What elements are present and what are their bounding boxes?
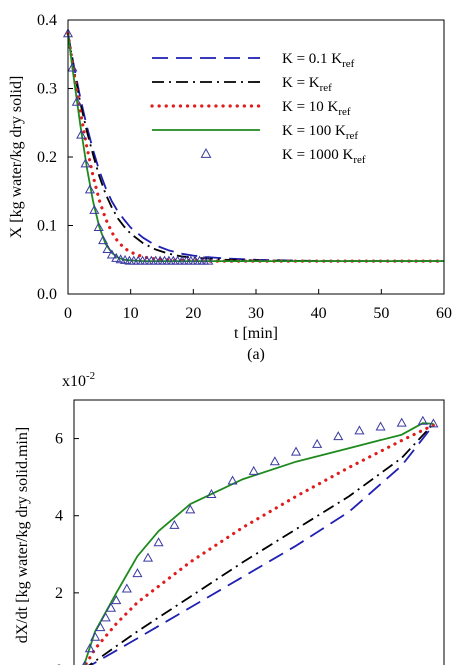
panel-b-series-4-point bbox=[105, 602, 117, 612]
panel-a-x-axis-title: t [min] bbox=[234, 325, 278, 342]
panel-a-series-4-point bbox=[98, 235, 109, 245]
panel-a-x-tick-label: 10 bbox=[123, 305, 139, 322]
panel-a-legend-entry-0-label-main: K = 0.1 K bbox=[282, 51, 342, 67]
panel-a-x-tick-label: 20 bbox=[185, 305, 201, 322]
panel-a-series-4-point bbox=[93, 222, 104, 232]
panel-a-legend-entry-1-label-main: K = K bbox=[282, 75, 320, 91]
panel-a-legend-entry-0-label: K = 0.1 Kref bbox=[282, 51, 355, 70]
panel-b-y-multiplier-exponent: -2 bbox=[86, 370, 95, 382]
panel-a-plot-frame bbox=[67, 19, 445, 295]
panel-b-plot-frame bbox=[73, 399, 445, 665]
panel-b-series-4-point bbox=[428, 418, 439, 428]
panel-a-x-tick-label: 0 bbox=[64, 305, 72, 322]
panel-a-x-tick-label: 60 bbox=[436, 305, 452, 322]
panel-b-series-4-point bbox=[269, 456, 280, 466]
panel-b-y-multiplier-base: x10 bbox=[62, 373, 86, 390]
panel-a-series-4-point bbox=[76, 129, 87, 139]
panel-b-series-4-point bbox=[169, 519, 180, 529]
panel-a-series-4-point bbox=[111, 252, 122, 262]
panel-b-series-4-point bbox=[206, 488, 217, 498]
panel-a-series-3-line bbox=[67, 33, 444, 263]
panel-b-series-4-point bbox=[375, 421, 386, 431]
panel-a-legend-entry-4-label-subscript: ref bbox=[353, 154, 366, 166]
panel-b-y-multiplier: x10-2 bbox=[62, 370, 95, 390]
panel-a-legend-entry-4-swatch bbox=[200, 147, 212, 158]
panel-a-legend-entry-4-label: K = 1000 Kref bbox=[282, 147, 366, 166]
panel-b-y-tick-label: 6 bbox=[55, 431, 63, 448]
panel-b-series-4-point bbox=[100, 612, 111, 622]
panel-b-series-4-point bbox=[185, 504, 196, 514]
panel-b-series-4-point bbox=[111, 595, 122, 605]
panel-a-legend-entry-0-label-subscript: ref bbox=[342, 58, 355, 70]
panel-b-y-axis: 0 2 4 6 bbox=[55, 431, 79, 665]
panel-a-series-4-point bbox=[84, 184, 95, 194]
panel-b-series-0-line bbox=[89, 424, 435, 665]
panel-b-series-3-line bbox=[83, 422, 434, 665]
panel-b-series-4-point bbox=[417, 415, 428, 425]
panel-a-legend-entry-2-label-subscript: ref bbox=[338, 106, 351, 118]
panel-a-legend-entry-3-label-main: K = 100 K bbox=[282, 123, 346, 139]
panel-a-series-4-point bbox=[71, 96, 82, 106]
panel-b-series-4-point bbox=[396, 417, 407, 427]
panel-a-series-4-point bbox=[106, 249, 117, 259]
panel-a-legend-entry-2-label-main: K = 10 K bbox=[282, 99, 339, 115]
panel-a-x-tick-label: 30 bbox=[248, 305, 264, 322]
panel-a-legend-entry-3-label: K = 100 Kref bbox=[282, 123, 358, 142]
panel-a-series-4-point bbox=[203, 255, 214, 265]
panel-b-series-4-point bbox=[227, 475, 238, 485]
panel-a-x-tick-label: 50 bbox=[373, 305, 389, 322]
panel-b: 0 2 4 6 x10-2 dX/dt [kg water/kg dry solid.… bbox=[14, 370, 445, 665]
panel-a-y-tick-label: 0.2 bbox=[37, 149, 57, 166]
panel-a-y-tick-label: 0.0 bbox=[37, 286, 57, 303]
panel-b-y-tick-label: 0 bbox=[55, 662, 63, 665]
panel-b-series-4-point bbox=[312, 438, 323, 448]
panel-a-legend-entry-3-label-subscript: ref bbox=[346, 130, 359, 142]
panel-a-legend-entry-1-label-subscript: ref bbox=[320, 82, 333, 94]
panel-a-legend-entry-4-label-main: K = 1000 K bbox=[282, 147, 354, 163]
panel-b-series-group bbox=[82, 415, 439, 665]
panel-a-series-4-point bbox=[80, 158, 91, 168]
panel-a-series-4-point bbox=[89, 204, 100, 214]
panel-a-y-axis-title: X [kg water/kg dry solid] bbox=[8, 76, 25, 239]
panel-b-series-1-line bbox=[88, 423, 435, 665]
panel-b-series-4-point bbox=[90, 631, 101, 641]
panel-a-label: (a) bbox=[247, 346, 265, 363]
panel-a: 0 10 20 30 40 50 60 0.0 0.1 0.2 0.3 0.4 t [min] (a… bbox=[8, 12, 452, 363]
panel-b-series-4-point bbox=[132, 568, 143, 578]
panel-b-series-4-point bbox=[95, 622, 106, 632]
panel-a-series-group bbox=[62, 28, 446, 265]
panel-a-legend-entry-2-label: K = 10 Kref bbox=[282, 99, 351, 118]
panel-b-y-tick-label: 2 bbox=[55, 585, 63, 602]
panel-b-y-axis-title: dX/dt [kg water/kg dry solid.min] bbox=[14, 427, 31, 643]
panel-a-series-4-point bbox=[67, 62, 78, 72]
panel-b-series-2-line bbox=[83, 423, 435, 665]
panel-a-legend-entry-1-label: K = Kref bbox=[282, 75, 332, 94]
panel-b-series-4-point bbox=[142, 552, 154, 562]
panel-a-y-tick-label: 0.1 bbox=[37, 218, 57, 235]
panel-a-y-axis: 0.0 0.1 0.2 0.3 0.4 bbox=[37, 12, 73, 303]
panel-a-x-axis: 0 10 20 30 40 50 60 bbox=[64, 289, 452, 322]
panel-b-series-4-point bbox=[153, 537, 164, 547]
panel-a-y-tick-label: 0.3 bbox=[37, 81, 57, 98]
panel-a-series-4-point bbox=[102, 243, 113, 253]
panel-b-series-4-point bbox=[84, 643, 95, 653]
panel-b-series-4-point bbox=[333, 431, 344, 441]
panel-a-y-tick-label: 0.4 bbox=[37, 12, 57, 29]
panel-b-series-4-point bbox=[121, 583, 132, 593]
panel-b-y-tick-label: 4 bbox=[55, 508, 63, 525]
panel-b-series-4-point bbox=[248, 465, 259, 475]
panel-b-series-4-point bbox=[290, 446, 302, 456]
panel-a-x-tick-label: 40 bbox=[311, 305, 327, 322]
panel-b-series-4-point bbox=[354, 425, 365, 435]
panel-a-series-1-line bbox=[67, 33, 444, 263]
